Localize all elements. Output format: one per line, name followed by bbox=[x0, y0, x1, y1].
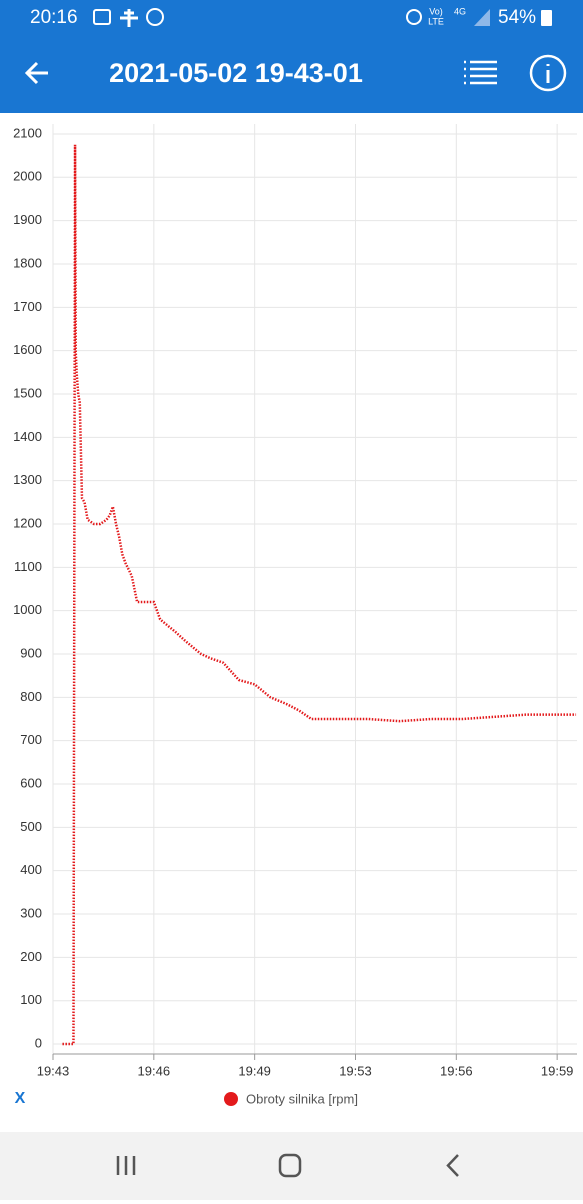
status-time: 20:16 bbox=[30, 7, 78, 28]
alarm-icon bbox=[406, 9, 422, 25]
volte-label: LTE bbox=[428, 16, 444, 26]
x-tick-label: 19:53 bbox=[339, 1063, 372, 1078]
volte-label: Vo) bbox=[429, 6, 443, 16]
airplane-icon bbox=[120, 9, 138, 27]
y-tick-label: 1800 bbox=[13, 255, 42, 270]
app-title: 2021-05-02 19-43-01 bbox=[109, 58, 363, 88]
y-tick-label: 1700 bbox=[13, 299, 42, 314]
whatsapp-icon bbox=[146, 8, 164, 26]
y-tick-label: 1400 bbox=[13, 429, 42, 444]
y-tick-label: 2000 bbox=[13, 169, 42, 184]
signal-icon bbox=[474, 9, 490, 26]
back-button[interactable] bbox=[24, 61, 48, 85]
y-tick-label: 2100 bbox=[13, 125, 42, 140]
list-button[interactable] bbox=[464, 60, 497, 85]
y-tick-label: 700 bbox=[20, 732, 42, 747]
x-tick-label: 19:56 bbox=[440, 1063, 473, 1078]
axis-button[interactable]: X bbox=[15, 1090, 26, 1107]
app-bar-bg bbox=[0, 0, 583, 113]
battery-icon bbox=[541, 10, 552, 26]
y-tick-label: 0 bbox=[35, 1035, 42, 1050]
y-tick-label: 1300 bbox=[13, 472, 42, 487]
x-tick-label: 19:49 bbox=[238, 1063, 271, 1078]
y-tick-label: 300 bbox=[20, 905, 42, 920]
y-tick-label: 1200 bbox=[13, 515, 42, 530]
y-tick-label: 1500 bbox=[13, 385, 42, 400]
info-button[interactable] bbox=[529, 54, 567, 92]
y-tick-label: 1100 bbox=[14, 559, 42, 574]
recents-button[interactable] bbox=[116, 1156, 136, 1175]
y-tick-label: 200 bbox=[20, 949, 42, 964]
y-tick-label: 900 bbox=[20, 645, 42, 660]
gallery-icon bbox=[93, 9, 111, 25]
y-tick-label: 400 bbox=[20, 862, 42, 877]
legend-swatch bbox=[224, 1092, 238, 1106]
battery-label: 54% bbox=[498, 7, 536, 28]
x-tick-label: 19:59 bbox=[541, 1063, 574, 1078]
y-tick-label: 1000 bbox=[13, 602, 42, 617]
x-tick-label: 19:43 bbox=[37, 1063, 70, 1078]
nav-bar bbox=[0, 1132, 583, 1200]
home-button[interactable] bbox=[278, 1153, 302, 1178]
data-line bbox=[62, 144, 577, 1046]
y-tick-label: 500 bbox=[20, 819, 42, 834]
x-tick-label: 19:46 bbox=[138, 1063, 171, 1078]
y-tick-label: 600 bbox=[20, 775, 42, 790]
y-tick-label: 800 bbox=[20, 689, 42, 704]
back-nav-button[interactable] bbox=[446, 1154, 459, 1177]
y-tick-label: 1600 bbox=[13, 342, 42, 357]
y-tick-label: 1900 bbox=[13, 212, 42, 227]
legend-label: Obroty silnika [rpm] bbox=[246, 1091, 358, 1106]
network-label: 4G bbox=[454, 6, 466, 16]
y-tick-label: 100 bbox=[20, 992, 42, 1007]
